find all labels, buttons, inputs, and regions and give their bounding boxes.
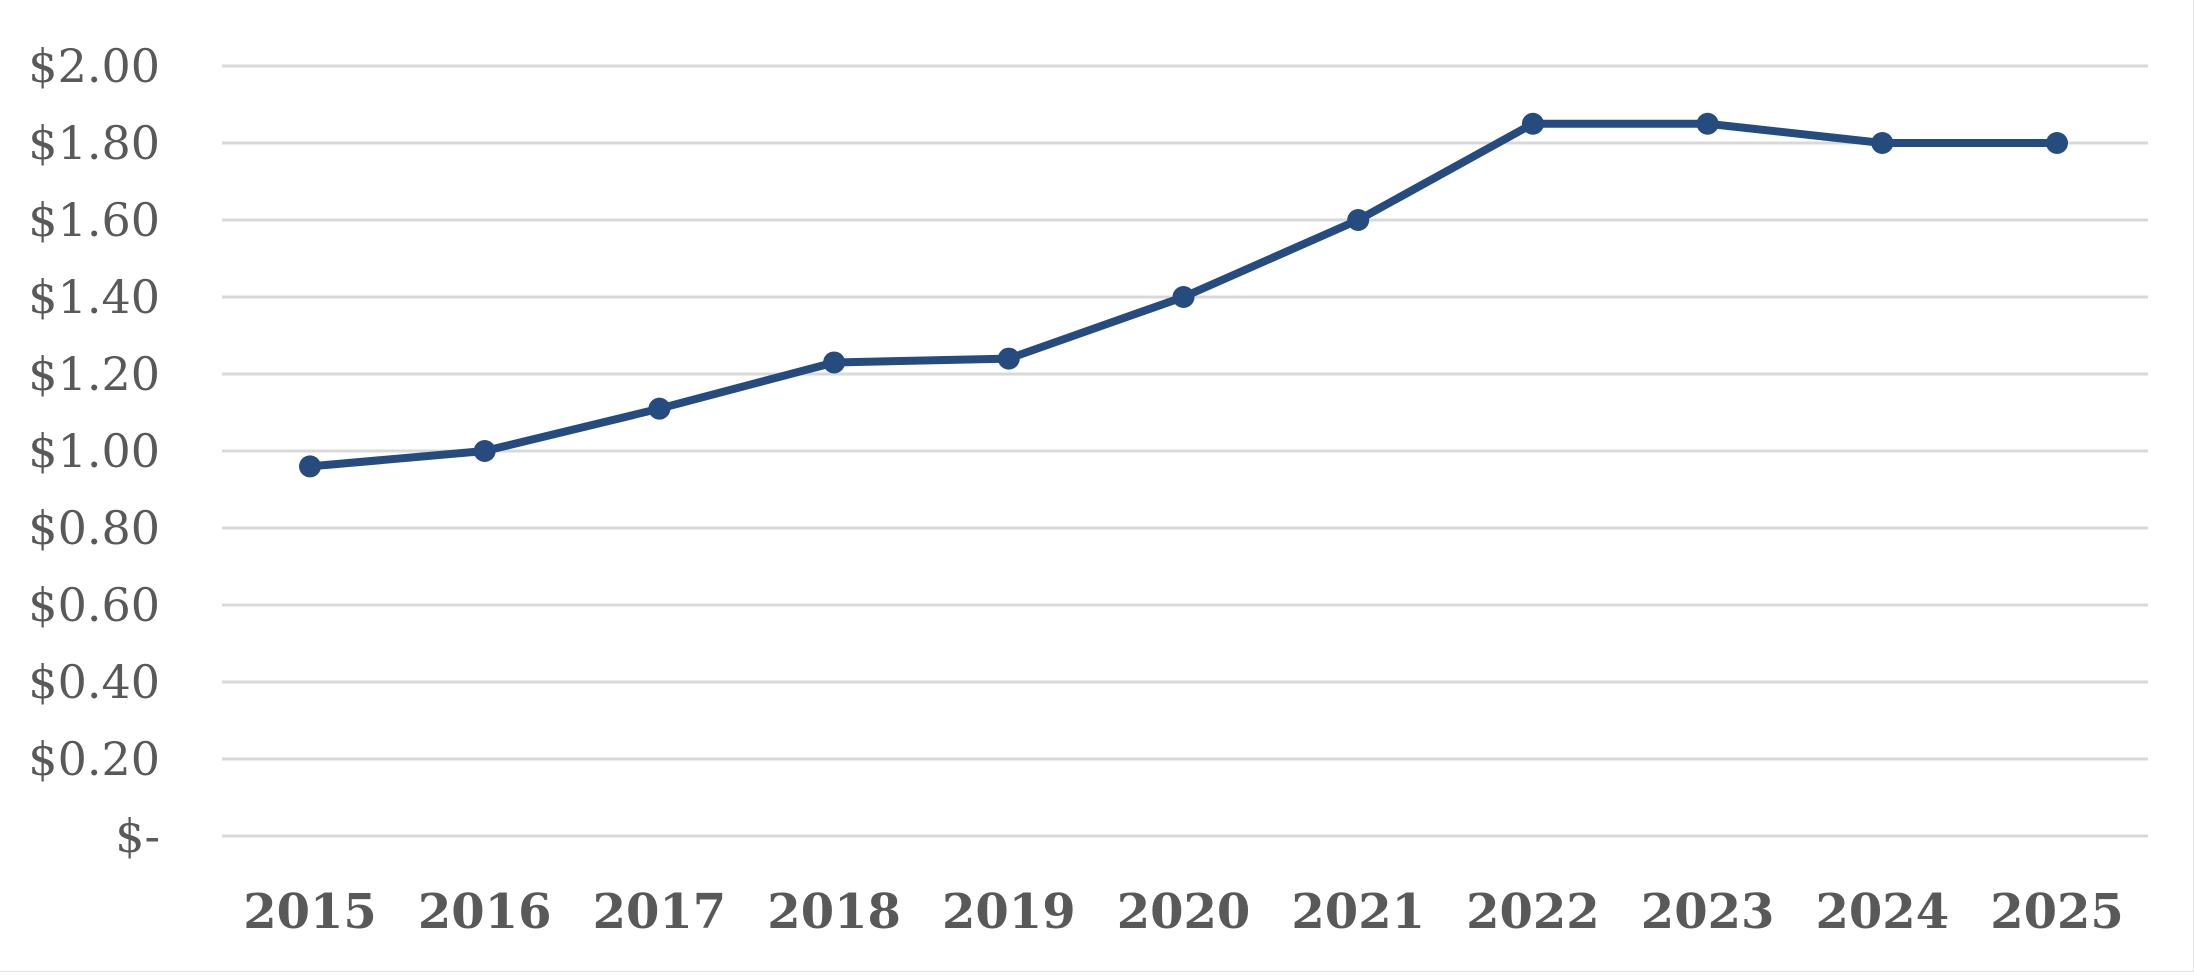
x-tick-label: 2025 xyxy=(1990,884,2124,940)
data-point xyxy=(1696,112,1719,135)
y-tick-label: $2.00 xyxy=(28,39,160,93)
gridlines xyxy=(222,64,2148,838)
data-point xyxy=(1347,209,1370,231)
y-tick-label: $- xyxy=(115,809,160,863)
y-tick-label: $0.20 xyxy=(28,732,160,786)
y-tick-label: $0.60 xyxy=(28,578,160,632)
x-tick-label: 2016 xyxy=(418,884,552,940)
x-tick-label: 2022 xyxy=(1466,884,1600,940)
x-tick-label: 2017 xyxy=(593,884,727,940)
y-tick-label: $1.00 xyxy=(28,424,160,478)
data-point xyxy=(2046,132,2068,154)
y-tick-label: $1.80 xyxy=(28,116,160,170)
x-tick-label: 2018 xyxy=(767,884,901,940)
x-axis-tick-labels: 2015 2016 2017 2018 2019 2020 2021 2022 2023 2024… xyxy=(243,884,2124,940)
y-axis-tick-labels: $- $0.20 $0.40 $0.60 $0.80 $1.00 $1.20 $1.40 $1.… xyxy=(28,39,160,863)
x-tick-label: 2023 xyxy=(1641,884,1775,940)
y-tick-label: $1.20 xyxy=(28,347,160,401)
series-layer xyxy=(299,112,2068,478)
y-tick-label: $1.40 xyxy=(28,270,160,324)
data-point xyxy=(299,455,321,478)
data-point xyxy=(823,351,846,374)
data-point xyxy=(473,440,496,462)
x-tick-label: 2015 xyxy=(243,884,377,940)
data-point xyxy=(1521,112,1544,135)
data-point xyxy=(1871,132,1894,154)
y-tick-label: $0.80 xyxy=(28,501,160,555)
x-tick-label: 2024 xyxy=(1816,884,1950,940)
data-point xyxy=(997,347,1020,370)
x-tick-label: 2021 xyxy=(1291,884,1425,940)
data-point xyxy=(1172,286,1195,308)
y-tick-label: $1.60 xyxy=(28,193,160,247)
data-point xyxy=(648,397,671,420)
x-tick-label: 2020 xyxy=(1117,884,1251,940)
y-tick-label: $0.40 xyxy=(28,655,160,709)
x-tick-label: 2019 xyxy=(942,884,1076,940)
